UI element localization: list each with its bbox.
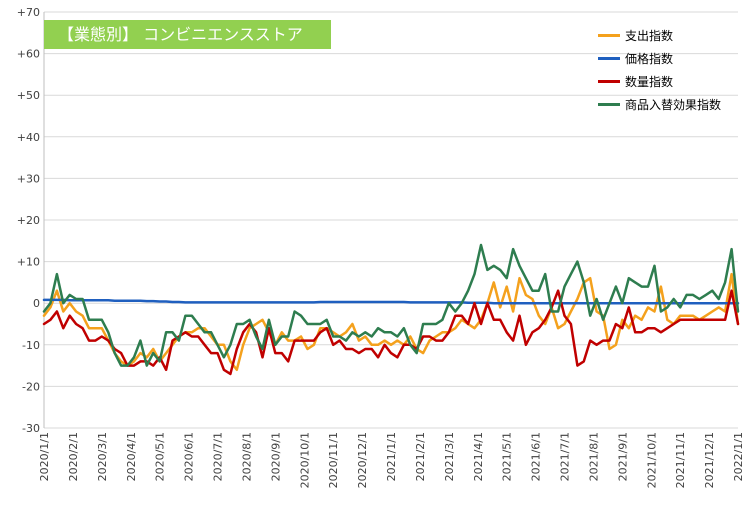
x-tick-label: 2021/3/1: [443, 432, 456, 481]
x-tick-label: 2020/10/1: [298, 432, 311, 488]
y-tick-label: +30: [17, 172, 40, 185]
x-tick-label: 2022/1/1: [732, 432, 742, 481]
x-tick-label: 2020/12/1: [356, 432, 369, 488]
x-tick-label: 2021/6/1: [530, 432, 543, 481]
y-tick-label: +60: [17, 48, 40, 61]
y-tick-label: +50: [17, 89, 40, 102]
x-tick-label: 2021/11/1: [674, 432, 687, 488]
legend-item-quantity: 数量指数: [598, 70, 721, 93]
legend-item-spend: 支出指数: [598, 24, 721, 47]
y-axis-ticks: +70 +60 +50 +40 +30 +20 +10 0 -10 -20 -30: [17, 6, 40, 435]
y-tick-label: +10: [17, 256, 40, 269]
y-tick-label: -10: [22, 339, 40, 352]
x-tick-label: 2021/8/1: [587, 432, 600, 481]
x-tick-label: 2021/1/1: [385, 432, 398, 481]
x-tick-label: 2021/4/1: [472, 432, 485, 481]
legend-item-price: 価格指数: [598, 47, 721, 70]
legend-swatch-spend: [598, 34, 620, 37]
x-tick-label: 2021/5/1: [501, 432, 514, 481]
legend-swatch-quantity: [598, 80, 620, 83]
x-tick-label: 2020/4/1: [125, 432, 138, 481]
legend-label-price: 価格指数: [625, 52, 674, 66]
legend-label-quantity: 数量指数: [625, 75, 674, 89]
legend: 支出指数 価格指数 数量指数 商品入替効果指数: [598, 24, 721, 116]
x-tick-label: 2021/12/1: [703, 432, 716, 488]
x-tick-label: 2020/9/1: [269, 432, 282, 481]
x-tick-label: 2020/5/1: [154, 432, 167, 481]
x-tick-label: 2020/11/1: [327, 432, 340, 488]
x-tick-label: 2021/10/1: [645, 432, 658, 488]
y-tick-label: +70: [17, 6, 40, 19]
y-tick-label: +40: [17, 131, 40, 144]
y-tick-label: +20: [17, 214, 40, 227]
legend-label-spend: 支出指数: [625, 29, 674, 43]
series-line-mix: [42, 243, 740, 367]
y-tick-label: 0: [33, 297, 40, 310]
legend-item-mix: 商品入替効果指数: [598, 93, 721, 116]
x-tick-label: 2020/2/1: [67, 432, 80, 481]
x-tick-label: 2020/3/1: [96, 432, 109, 481]
legend-swatch-mix: [598, 103, 620, 106]
x-tick-label: 2021/2/1: [414, 432, 427, 481]
series-lines: [42, 243, 740, 376]
x-tick-label: 2021/7/1: [559, 432, 572, 481]
x-tick-label: 2021/9/1: [616, 432, 629, 481]
x-tick-label: 2020/7/1: [212, 432, 225, 481]
series-line-spend: [42, 272, 740, 372]
y-tick-label: -20: [22, 380, 40, 393]
legend-swatch-price: [598, 57, 620, 60]
x-axis-ticks: 2020/1/1 2020/2/1 2020/3/1 2020/4/1 2020/5/1…: [38, 432, 742, 488]
x-tick-label: 2020/8/1: [240, 432, 253, 481]
x-tick-label: 2020/1/1: [38, 432, 51, 481]
legend-label-mix: 商品入替効果指数: [625, 98, 722, 112]
y-tick-label: -30: [22, 422, 40, 435]
chart-title: 【業態別】 コンビニエンスストア: [44, 20, 331, 49]
x-tick-label: 2020/6/1: [183, 432, 196, 481]
